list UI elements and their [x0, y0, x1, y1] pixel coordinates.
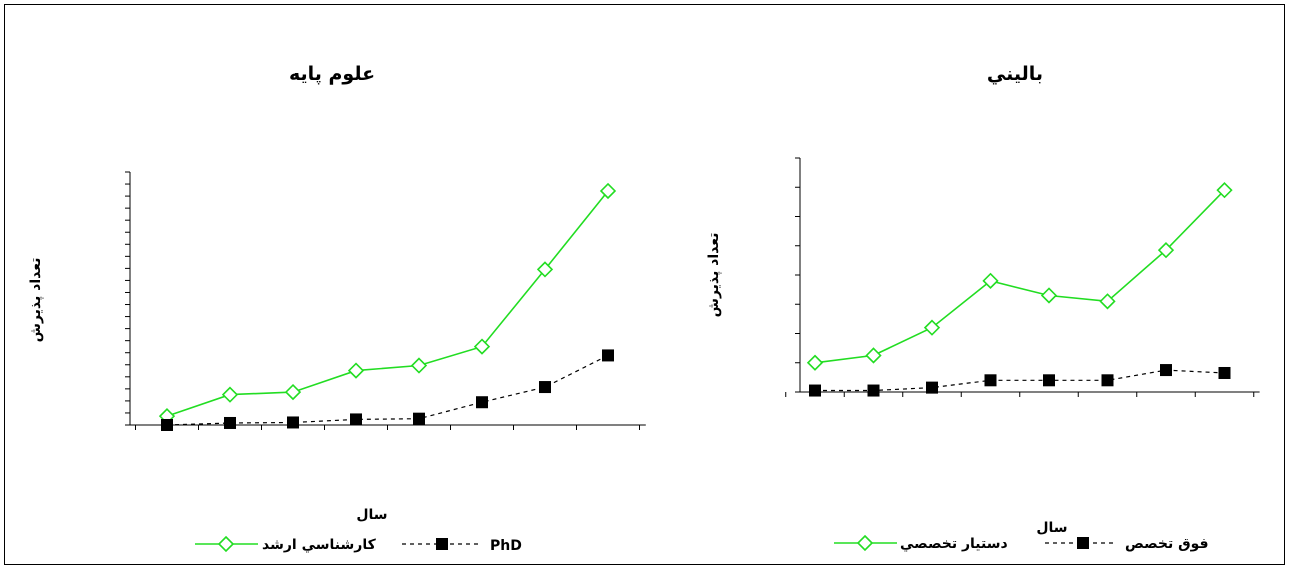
chart-right-series-0-point-0 — [809, 384, 821, 397]
chart-left-series-0-point-1 — [221, 386, 239, 403]
legend-right-marker-0 — [1077, 537, 1089, 549]
chart-right-series-1-point-5 — [1099, 293, 1116, 310]
chart-left-series-1-point-1 — [224, 416, 236, 429]
chart-left-xlabel: سال — [356, 507, 387, 523]
chart-left-series-0-point-5 — [473, 338, 491, 355]
chart-right-series-1-point-6 — [1157, 242, 1175, 259]
chart-left-title: علوم پايه — [289, 63, 375, 85]
chart-left-series-1-point-6 — [539, 381, 551, 394]
chart-left-series-0-point-7 — [599, 182, 617, 200]
plot-area-group — [125, 157, 1260, 431]
chart-left-series-0-point-2 — [284, 383, 302, 401]
legend-left-marker-0 — [217, 535, 235, 553]
chart-right-ylabel: تعداد پذيرش — [706, 233, 722, 318]
legend-right-marker-1 — [856, 534, 874, 552]
chart-left-ylabel: تعداد پذيرش — [28, 258, 44, 343]
legend-left-label-0: كارشناسي ارشد — [262, 537, 377, 553]
legend-left-label-1: PhD — [490, 538, 522, 554]
chart-left-series-0-point-4 — [410, 357, 428, 374]
chart-right-series-0-point-5 — [1101, 374, 1114, 387]
chart-right-xlabel: سال — [1036, 520, 1067, 536]
chart-left-series-1-point-3 — [350, 413, 362, 426]
chart-right-series-1-point-2 — [923, 319, 941, 336]
chart-right-series-1-point-3 — [982, 272, 999, 289]
chart-left-series-0-point-3 — [347, 362, 365, 379]
chart-left-series-line-1 — [166, 354, 609, 426]
chart-left-series-1-point-7 — [602, 349, 614, 362]
chart-right-series-0-point-3 — [984, 374, 997, 387]
legend-left-marker-1 — [436, 538, 448, 550]
chart-frame — [4, 4, 1285, 565]
legend-right-label-0: فوق تخصص — [1125, 536, 1209, 552]
chart-left-series-1-point-0 — [161, 419, 173, 431]
chart-right-series-0-point-6 — [1160, 364, 1172, 377]
legend-right-label-1: دستيار تخصصي — [900, 536, 1008, 552]
chart-left-series-0-point-6 — [536, 261, 554, 278]
chart-right-series-0-point-4 — [1043, 374, 1055, 387]
chart-left-series-1-point-5 — [476, 396, 488, 409]
chart-right-series-1-point-0 — [806, 354, 824, 371]
chart-left-series-line-0 — [166, 190, 609, 417]
chart-right-series-0-point-7 — [1218, 366, 1231, 379]
chart-left-series-1-point-2 — [287, 416, 299, 429]
chart-right-series-1-point-1 — [865, 347, 882, 364]
chart-right-series-0-point-1 — [867, 384, 880, 397]
chart-right-series-1-point-4 — [1040, 287, 1058, 304]
chart-right-series-line-1 — [814, 189, 1226, 364]
chart-right-title: باليني — [987, 63, 1043, 85]
chart-left-series-1-point-4 — [413, 412, 425, 425]
chart-right-series-1-point-7 — [1216, 182, 1233, 199]
chart-right-series-0-point-2 — [926, 381, 938, 394]
